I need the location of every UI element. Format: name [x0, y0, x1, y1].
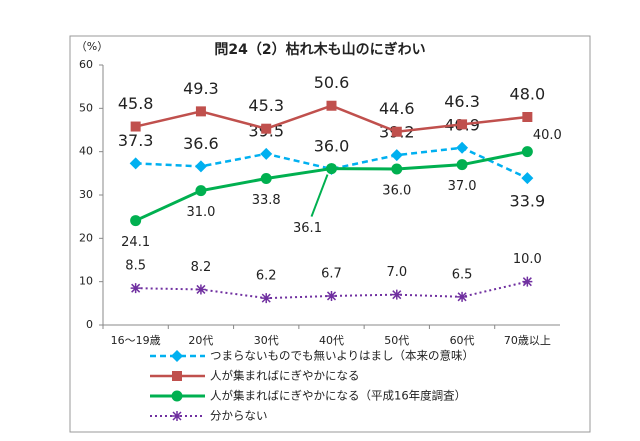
data-label: 44.6 — [379, 99, 415, 118]
data-label: 40.0 — [533, 128, 562, 143]
data-point — [195, 185, 207, 197]
data-point — [326, 290, 337, 301]
data-point — [130, 283, 141, 294]
data-point — [521, 172, 534, 185]
data-label: 33.8 — [252, 193, 281, 208]
data-point — [260, 147, 273, 160]
y-tick-label: 30 — [79, 188, 93, 201]
data-point — [456, 159, 468, 171]
data-label: 45.3 — [248, 96, 284, 115]
data-point — [260, 173, 272, 185]
legend-marker — [171, 390, 183, 402]
data-label: 36.6 — [183, 134, 219, 153]
data-point — [130, 215, 142, 227]
y-unit: （%） — [76, 40, 108, 53]
data-point — [521, 146, 533, 158]
data-point — [390, 149, 403, 162]
legend-label: つまらないものでも無いよりはまし（本来の意味） — [210, 349, 474, 363]
x-tick-label: 30代 — [254, 334, 279, 347]
data-point — [391, 126, 402, 137]
data-label: 6.7 — [321, 266, 342, 281]
data-label: 37.3 — [118, 131, 154, 150]
data-point — [457, 291, 468, 302]
data-label: 36.1 — [293, 221, 322, 236]
data-point — [130, 121, 141, 132]
chart-title: 問24（2）枯れ木も山のにぎわい — [214, 41, 425, 58]
x-tick-label: 70歳以上 — [504, 334, 551, 347]
legend-label: 人が集まればにぎやかになる — [210, 369, 360, 383]
legend-marker — [172, 411, 182, 421]
data-label: 6.5 — [452, 267, 473, 282]
data-point — [194, 160, 207, 173]
data-point — [129, 157, 142, 170]
data-label: 8.5 — [125, 259, 146, 274]
y-tick-label: 10 — [79, 275, 93, 288]
data-label: 50.6 — [314, 73, 350, 92]
legend-label: 人が集まればにぎやかになる（平成16年度調査） — [210, 389, 466, 403]
data-label: 36.0 — [382, 184, 411, 199]
legend-marker — [171, 350, 183, 362]
data-point — [391, 163, 403, 175]
y-tick-label: 0 — [86, 318, 93, 331]
data-label: 24.1 — [121, 235, 150, 250]
legend-label: 分からない — [210, 409, 268, 423]
data-label: 10.0 — [513, 252, 542, 267]
data-label: 45.8 — [118, 94, 154, 113]
data-label: 31.0 — [186, 205, 215, 220]
data-label: 7.0 — [386, 265, 407, 280]
data-point — [195, 284, 206, 295]
legend-marker — [172, 371, 182, 381]
data-label: 37.0 — [448, 179, 477, 194]
data-label: 36.0 — [314, 137, 350, 156]
x-tick-label: 16～19歳 — [111, 334, 161, 347]
data-label: 6.2 — [256, 269, 277, 284]
x-tick-label: 50代 — [384, 334, 409, 347]
data-point — [261, 293, 272, 304]
data-label: 46.3 — [444, 92, 480, 111]
x-tick-label: 60代 — [450, 334, 475, 347]
data-point — [522, 276, 533, 287]
data-label: 8.2 — [191, 260, 212, 275]
data-point — [522, 112, 533, 122]
y-tick-label: 50 — [79, 101, 93, 114]
data-point — [456, 141, 469, 154]
x-tick-label: 20代 — [188, 334, 213, 347]
data-point — [457, 119, 468, 130]
data-point — [326, 100, 337, 111]
label-arrow — [310, 174, 329, 217]
data-point — [326, 163, 337, 175]
y-tick-label: 60 — [79, 58, 93, 71]
x-tick-label: 40代 — [319, 334, 344, 347]
data-point — [261, 123, 272, 134]
y-tick-label: 20 — [79, 231, 93, 244]
data-point — [195, 106, 206, 117]
data-label: 49.3 — [183, 79, 219, 98]
data-label: 33.9 — [510, 192, 546, 211]
data-label: 48.0 — [510, 85, 546, 104]
y-tick-label: 40 — [79, 145, 93, 158]
data-point — [391, 289, 402, 300]
